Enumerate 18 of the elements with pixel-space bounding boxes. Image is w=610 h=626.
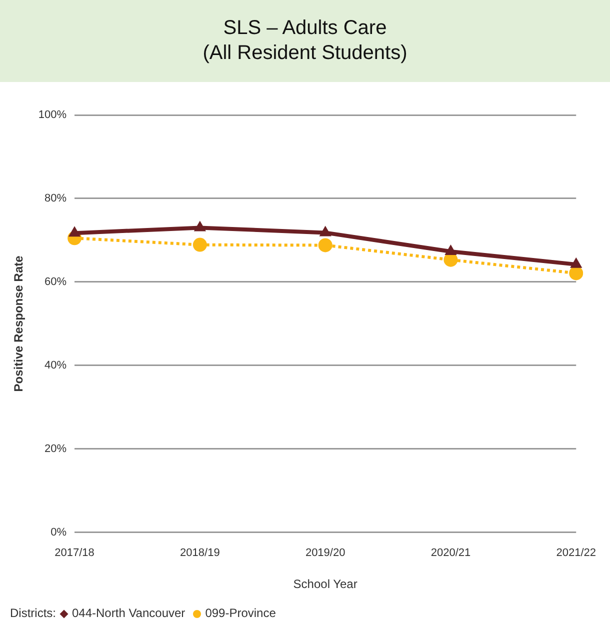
x-tick-label: 2017/18 [54,547,94,560]
legend-label: 099-Province [205,606,276,620]
x-tick-label: 2020/21 [430,547,471,560]
y-tick-label: 80% [44,192,67,205]
y-tick-label: 0% [50,526,67,538]
y-tick-label: 100% [38,109,67,122]
x-tick-label: 2019/20 [305,547,346,560]
x-tick-label: 2018/19 [180,547,220,560]
x-tick-label: 2021/22 [556,547,596,560]
x-axis-title: School Year [293,577,358,592]
legend-label: 044-North Vancouver [72,606,186,620]
chart-title: SLS – Adults Care [222,16,388,41]
chart-subtitle: (All Resident Students) [202,41,408,66]
y-axis-title: Positive Response Rate [12,255,26,392]
y-tick-label: 60% [44,276,67,288]
legend-title: Districts: [10,606,56,620]
y-tick-label: 20% [44,442,67,455]
y-tick-label: 40% [44,359,67,372]
